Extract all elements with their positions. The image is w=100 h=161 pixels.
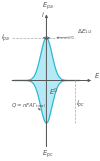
Text: $E^0$: $E^0$ [49, 86, 58, 98]
Text: i: i [42, 12, 44, 19]
Text: $i_{pc}$: $i_{pc}$ [76, 98, 86, 110]
Text: $Q = nFA\Gamma_{total}$: $Q = nFA\Gamma_{total}$ [11, 101, 46, 110]
Text: $\Delta E_{1/2}$: $\Delta E_{1/2}$ [77, 28, 93, 36]
Text: E: E [95, 73, 99, 79]
Text: $E_{pa}$: $E_{pa}$ [42, 1, 53, 12]
Polygon shape [13, 38, 80, 123]
Text: $E_{pc}$: $E_{pc}$ [42, 149, 53, 160]
Text: $i_{pa}$: $i_{pa}$ [1, 32, 11, 44]
